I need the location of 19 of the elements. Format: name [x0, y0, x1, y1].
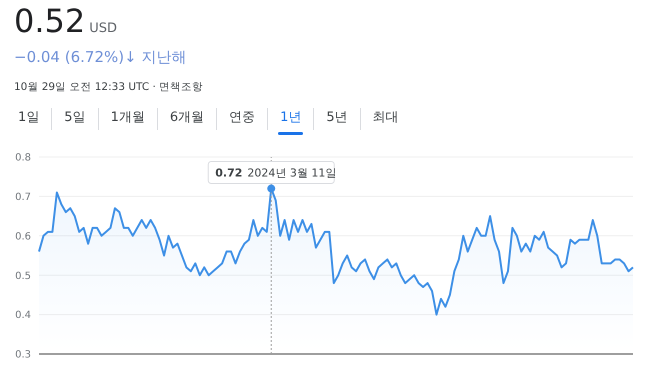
- chart-subtitle: USD: [89, 21, 118, 36]
- text: 10월 29일 오전 12:33 UTC · 면책조항: [14, 80, 204, 94]
- annotation: 0.72 2024년 3월 11일: [215, 166, 336, 180]
- text: 1개월: [98, 108, 157, 130]
- text: 6개월: [156, 108, 216, 130]
- y-tick-label: 0.4: [15, 310, 31, 322]
- chart-title: 0.52: [14, 2, 86, 40]
- y-tick-label: 0.8: [15, 152, 31, 164]
- text: 5일: [51, 108, 98, 130]
- text: 연중: [216, 108, 268, 130]
- text: 최대: [360, 108, 411, 130]
- text: 1일: [17, 109, 40, 127]
- text: −0.04 (6.72%)↓ 지난해: [14, 48, 186, 67]
- text: 5년: [313, 108, 360, 130]
- y-tick-label: 0.5: [15, 270, 31, 282]
- text: 1년: [267, 108, 314, 130]
- y-tick-label: 0.7: [15, 192, 31, 203]
- y-tick-label: 0.6: [15, 231, 31, 242]
- y-tick-label: 0.3: [15, 350, 31, 361]
